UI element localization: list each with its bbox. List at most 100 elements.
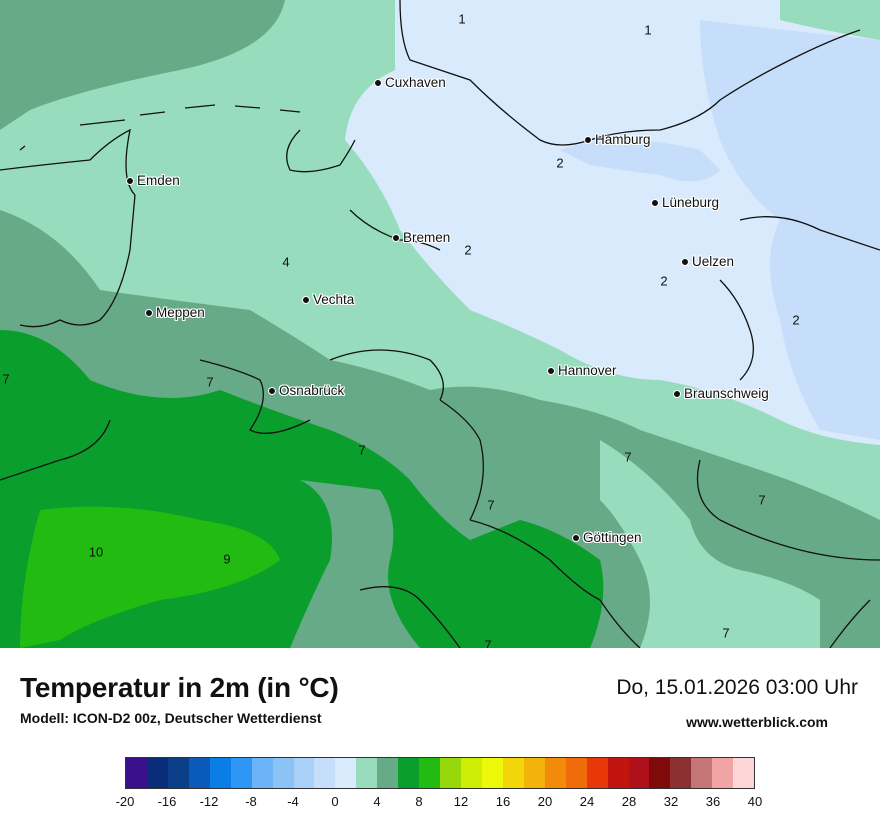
color-legend-tick-label: -12 <box>199 794 219 809</box>
color-legend-segment <box>691 758 713 788</box>
isoline-label: 9 <box>223 551 231 567</box>
isoline-label: 10 <box>88 544 104 560</box>
isoline-label: 7 <box>358 442 366 458</box>
color-legend-segment <box>335 758 357 788</box>
city-marker-icon <box>145 308 153 317</box>
color-legend-segment <box>712 758 734 788</box>
color-legend-segment <box>230 758 252 788</box>
color-legend-tick-label: 0 <box>331 794 339 809</box>
info-block: Do, 15.01.2026 03:00 Uhr www.wetterblick… <box>616 676 858 730</box>
city-marker-icon <box>681 257 689 266</box>
city-braunschweig: Braunschweig <box>673 386 769 401</box>
city-label: Lüneburg <box>662 195 720 210</box>
city-cuxhaven: Cuxhaven <box>374 75 446 90</box>
color-legend-segment <box>126 758 147 788</box>
city-label: Bremen <box>403 230 451 245</box>
color-legend-segment <box>649 758 671 788</box>
color-legend-segment <box>146 758 168 788</box>
zone-coast-ne <box>780 0 880 40</box>
model-info: Modell: ICON-D2 00z, Deutscher Wetterdie… <box>20 710 322 726</box>
color-legend-segment <box>523 758 545 788</box>
city-marker-icon <box>374 78 382 87</box>
city-uelzen: Uelzen <box>681 254 734 269</box>
city-marker-icon <box>651 198 659 207</box>
isoline-label: 1 <box>644 22 652 38</box>
city-label: Cuxhaven <box>385 75 446 90</box>
city-label: Braunschweig <box>684 386 769 401</box>
color-legend-segment <box>398 758 420 788</box>
city-bremen: Bremen <box>392 230 450 245</box>
city-marker-icon <box>126 176 134 185</box>
color-legend-segment <box>502 758 524 788</box>
isoline-label: 2 <box>556 155 564 171</box>
city-hannover: Hannover <box>547 363 617 378</box>
color-legend-segment <box>565 758 587 788</box>
color-legend-segment <box>419 758 441 788</box>
city-label: Göttingen <box>583 530 642 545</box>
city-label: Vechta <box>313 292 355 307</box>
borders <box>0 0 880 648</box>
city-marker-icon <box>268 386 276 395</box>
color-legend-segment <box>628 758 650 788</box>
color-legend-tick-label: 32 <box>663 794 679 809</box>
isoline-label: 7 <box>624 449 632 465</box>
color-legend-segment <box>314 758 336 788</box>
isoline-label: 7 <box>758 492 766 508</box>
color-legend-tick-label: 8 <box>415 794 423 809</box>
color-legend-segment <box>481 758 503 788</box>
color-legend-segment <box>188 758 210 788</box>
color-legend-segment <box>733 758 755 788</box>
isoline-label: 7 <box>487 497 495 513</box>
color-legend-segment <box>607 758 629 788</box>
city-marker-icon <box>673 389 681 398</box>
color-legend-bar <box>125 757 755 789</box>
color-legend-tick-label: -16 <box>157 794 177 809</box>
city-emden: Emden <box>126 173 180 188</box>
color-legend-tick-label: 28 <box>621 794 637 809</box>
city-marker-icon <box>584 135 592 144</box>
color-legend-segment <box>377 758 399 788</box>
color-legend-tick-label: 24 <box>579 794 595 809</box>
zone-north-sea <box>0 0 285 130</box>
isoline-label: 1 <box>458 11 466 27</box>
color-legend-segment <box>167 758 189 788</box>
title-block: Temperatur in 2m (in °C) Modell: ICON-D2… <box>20 672 339 726</box>
color-legend-segment <box>670 758 692 788</box>
color-legend-tick-label: -4 <box>287 794 299 809</box>
color-legend-tick-label: 4 <box>373 794 381 809</box>
isoline-label: 2 <box>660 273 668 289</box>
isoline-label: 7 <box>2 371 10 387</box>
zone-8-10 <box>20 506 280 648</box>
city-hamburg: Hamburg <box>584 132 651 147</box>
color-legend-segment <box>209 758 231 788</box>
isoline-label: 2 <box>464 242 472 258</box>
zone-south-light <box>600 440 820 648</box>
zone-mid-patch <box>290 480 420 648</box>
city-lueneburg: Lüneburg <box>651 195 719 210</box>
city-marker-icon <box>572 533 580 542</box>
city-vechta: Vechta <box>302 292 354 307</box>
city-label: Hamburg <box>595 132 651 147</box>
city-label: Osnabrück <box>279 383 345 398</box>
color-legend-segment <box>356 758 378 788</box>
city-osnabrueck: Osnabrück <box>268 383 344 398</box>
color-legend-tick-label: 20 <box>537 794 553 809</box>
city-marker-icon <box>392 233 400 242</box>
city-goettingen: Göttingen <box>572 530 642 545</box>
city-label: Emden <box>137 173 180 188</box>
color-legend-segment <box>544 758 566 788</box>
color-legend-tick-label: 12 <box>453 794 469 809</box>
temperature-map: Cuxhaven Hamburg Emden Lüneburg Bremen U… <box>0 0 880 648</box>
city-label: Uelzen <box>692 254 735 269</box>
color-legend-ticks: -20 -16 -12 -8 -4 0 4 8 12 16 20 24 28 32 36 40 <box>116 794 763 814</box>
color-legend-segment <box>586 758 608 788</box>
city-label: Hannover <box>558 363 617 378</box>
color-legend-segment <box>251 758 273 788</box>
isoline-label: 4 <box>282 254 290 270</box>
color-legend-tick-label: 36 <box>705 794 721 809</box>
city-marker-icon <box>547 366 555 375</box>
map-title: Temperatur in 2m (in °C) <box>20 672 339 703</box>
color-legend-segment <box>461 758 482 788</box>
forecast-datetime: Do, 15.01.2026 03:00 Uhr <box>616 676 858 699</box>
color-legend-tick-label: -20 <box>115 794 135 809</box>
